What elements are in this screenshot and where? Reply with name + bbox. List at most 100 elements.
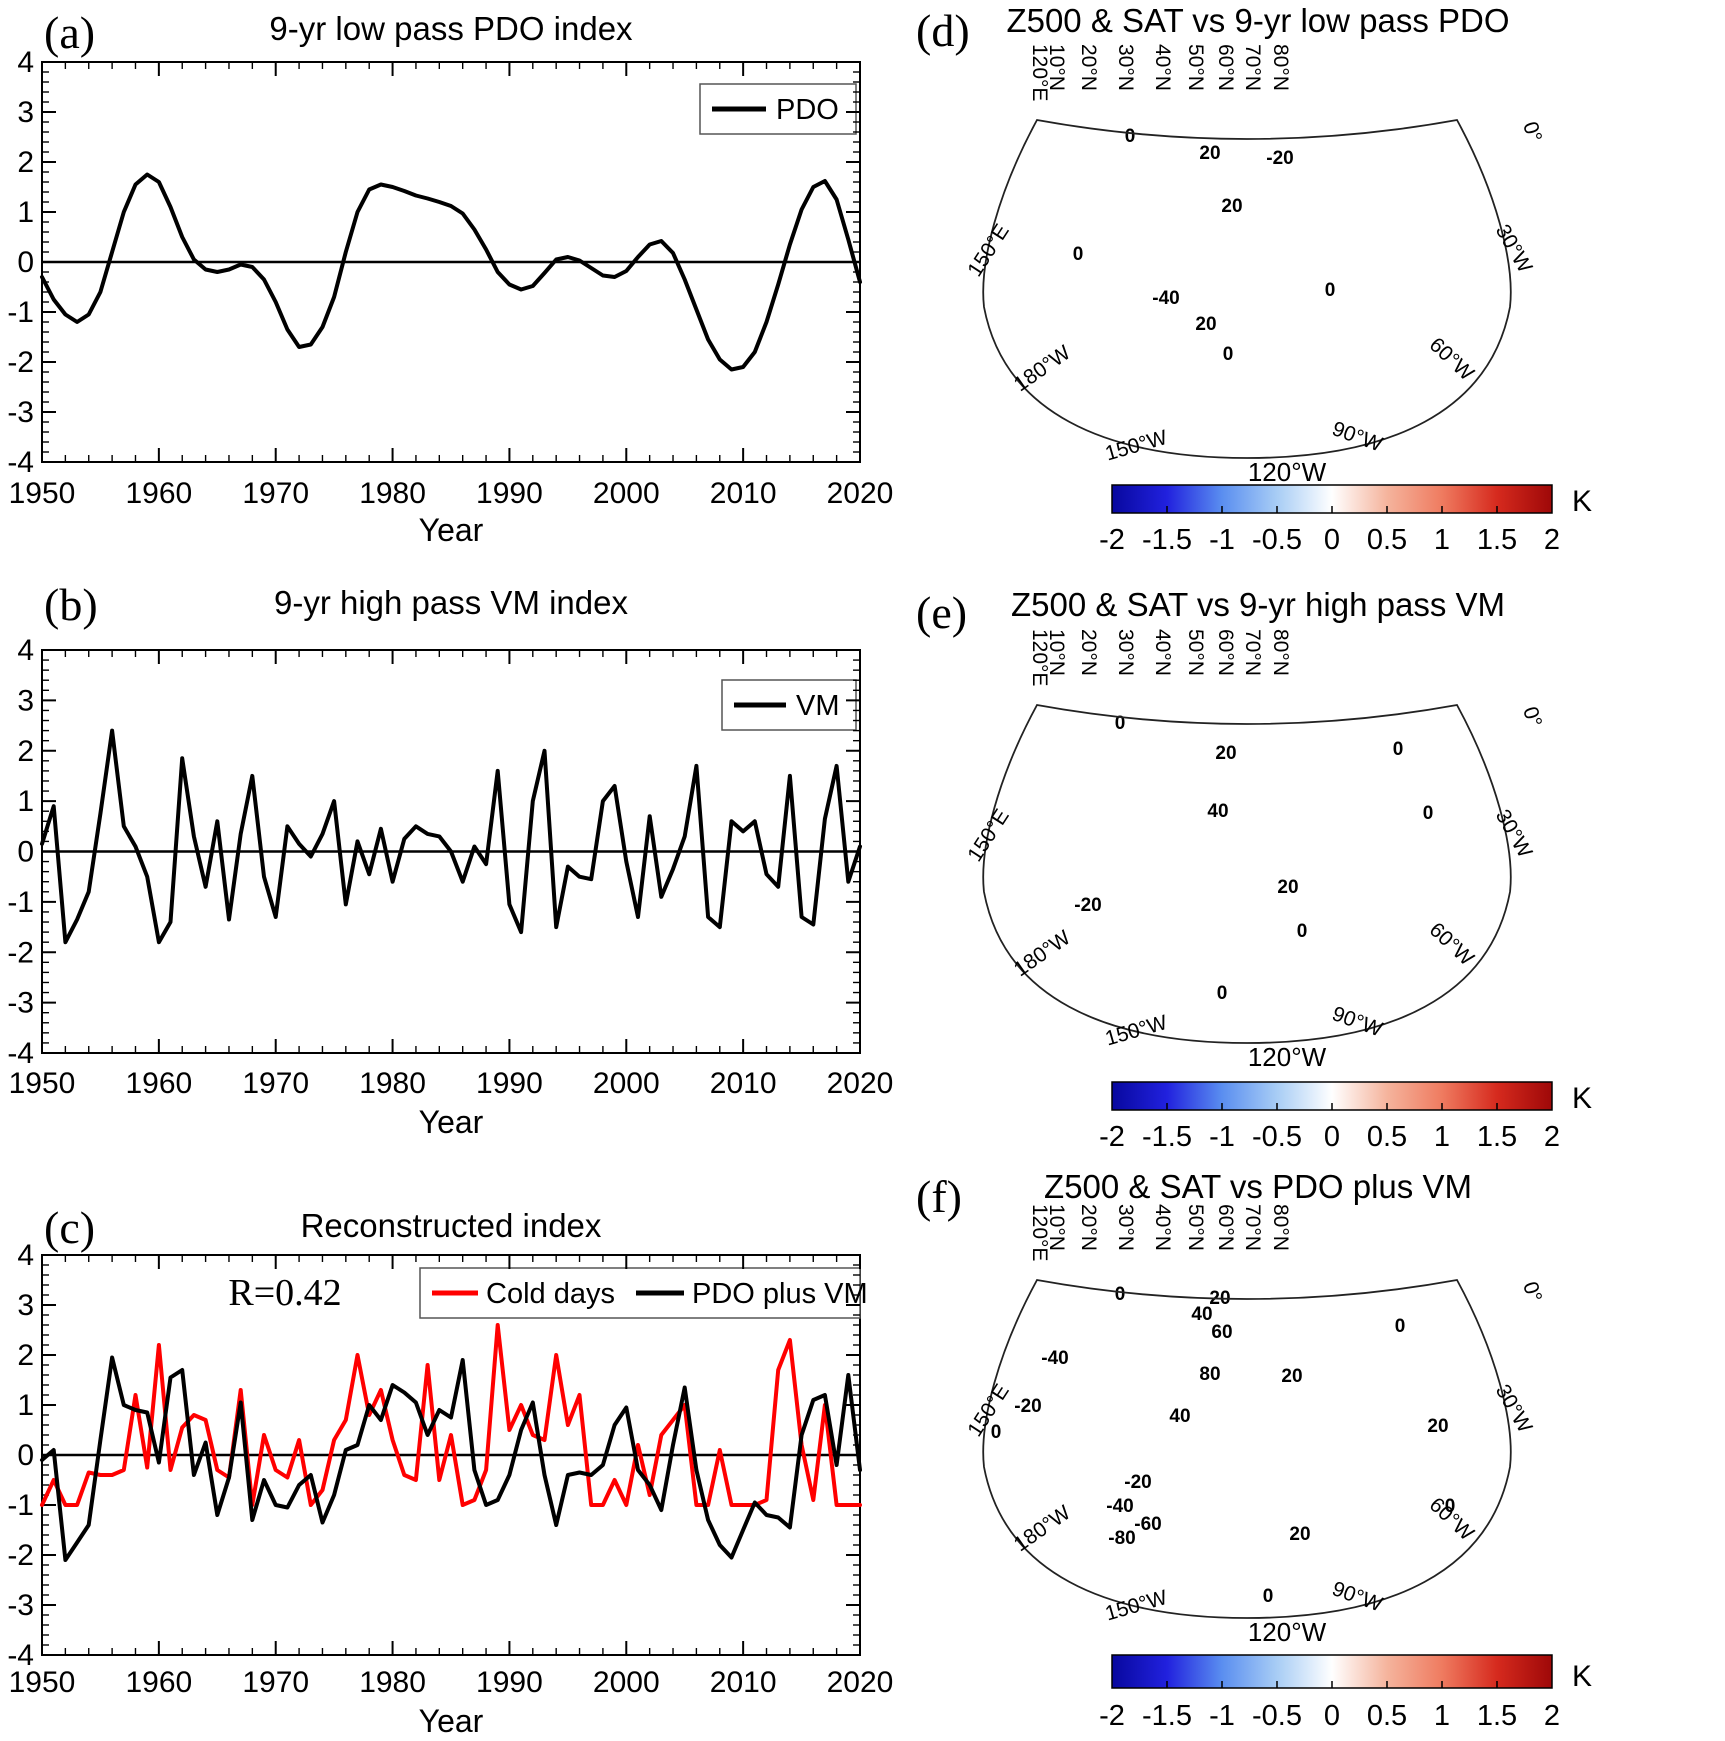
svg-text:120°W: 120°W [1248,1042,1327,1072]
svg-text:2000: 2000 [593,1067,660,1100]
svg-text:-4: -4 [7,446,34,479]
svg-text:20: 20 [1215,743,1236,764]
panel-e-colorbar: -2 -1.5 -1 -0.5 0 0.5 1 1.5 2 [1099,1081,1560,1153]
svg-text:-20: -20 [1266,148,1293,169]
svg-text:-1.5: -1.5 [1142,524,1192,556]
svg-text:-1: -1 [7,296,34,329]
svg-text:1970: 1970 [242,477,309,510]
panel-f-colorbar: -2 -1.5 -1 -0.5 0 0.5 1 1.5 2 [1099,1654,1560,1732]
svg-text:2010: 2010 [710,1666,777,1699]
svg-text:-80: -80 [1108,1528,1135,1549]
svg-text:1960: 1960 [125,1067,192,1100]
map-d-latitude-labels: 120°E10°N 20°N 30°N 40°N 50°N 60°N 70°N 80°N [1028,44,1292,101]
svg-text:-20: -20 [1124,1472,1151,1493]
map-f-latitude-labels: 120°E10°N 20°N 30°N 40°N 50°N 60°N 70°N 80°N [1028,1204,1292,1261]
panel-a-letter: (a) [44,7,95,58]
svg-text:0°: 0° [1518,119,1546,145]
map-d: 0 20 -20 20 -40 20 0 0 0 120°E10°N 20°N 30°N 40°N 50°… [963,44,1546,487]
panel-d-header: (d) Z500 & SAT vs 9-yr low pass PDO K [916,2,1592,518]
panel-c-ticks [41,1254,861,1656]
panel-c-letter: (c) [44,1202,95,1253]
svg-text:40: 40 [1169,1406,1190,1427]
svg-text:1.5: 1.5 [1477,1700,1517,1732]
svg-text:80°N: 80°N [1269,44,1292,91]
svg-text:2: 2 [17,1339,34,1372]
map-e-background [983,705,1511,1043]
svg-text:-3: -3 [7,396,34,429]
panel-a-y-tick-labels: -4 -3 -2 -1 0 1 2 3 4 [7,46,34,479]
svg-text:0: 0 [1324,524,1340,556]
svg-text:-2: -2 [7,1539,34,1572]
svg-text:-60: -60 [1134,1514,1161,1535]
svg-text:4: 4 [17,1239,34,1272]
panel-c-xlabel: Year [419,1703,484,1739]
svg-text:0.5: 0.5 [1367,524,1407,556]
svg-text:4: 4 [17,634,34,667]
panel-f-letter: (f) [916,1171,962,1222]
svg-text:50°N: 50°N [1184,629,1207,676]
panel-c-legend: Cold days PDO plus VM [419,1267,868,1319]
svg-text:120°E: 120°E [1028,1204,1051,1261]
panel-b-xlabel: Year [419,1104,484,1140]
panel-a-xlabel: Year [419,512,484,548]
svg-text:70°N: 70°N [1241,44,1264,91]
svg-text:3: 3 [17,1289,34,1322]
svg-text:0: 0 [1445,1496,1456,1517]
svg-text:1980: 1980 [359,477,426,510]
panel-b-legend: VM [721,679,857,731]
svg-text:2: 2 [1544,524,1560,556]
panel-a: (a) 9-yr low pass PDO index Year PDO [41,7,861,548]
panel-c-correlation-annotation: R=0.42 [228,1272,341,1314]
svg-text:1.5: 1.5 [1477,524,1517,556]
svg-text:-3: -3 [7,1589,34,1622]
svg-text:0: 0 [1324,1700,1340,1732]
panel-a-title: 9-yr low pass PDO index [269,10,633,47]
svg-text:0: 0 [1324,1121,1340,1153]
svg-text:1970: 1970 [242,1666,309,1699]
svg-text:2010: 2010 [710,477,777,510]
svg-text:20: 20 [1277,877,1298,898]
svg-text:1950: 1950 [9,477,76,510]
panel-e-letter: (e) [916,587,967,638]
svg-text:1960: 1960 [125,477,192,510]
svg-text:120°E: 120°E [1028,629,1051,686]
panel-c-legend-label-cold-days: Cold days [486,1278,615,1310]
svg-text:-1: -1 [1209,524,1235,556]
svg-text:1980: 1980 [359,1067,426,1100]
svg-text:0°: 0° [1518,704,1546,730]
svg-text:-4: -4 [7,1037,34,1070]
svg-text:120°W: 120°W [1248,1617,1327,1647]
svg-text:20: 20 [1427,1416,1448,1437]
svg-text:80: 80 [1199,1364,1220,1385]
map-d-background [983,120,1511,458]
panel-b-plot: 1950 1960 1970 1980 1990 2000 2010 2020 -4 -3 -2 -1… [7,634,893,1100]
svg-text:-40: -40 [1106,1496,1133,1517]
svg-text:0: 0 [17,836,34,869]
panel-c-y-tick-labels: -4 -3 -2 -1 0 1 2 3 4 [7,1239,34,1672]
svg-text:4: 4 [17,46,34,79]
svg-text:0: 0 [1125,126,1136,147]
panel-f-header: (f) Z500 & SAT vs PDO plus VM K [916,1168,1592,1693]
svg-text:1: 1 [17,196,34,229]
panel-d-colorbar-unit: K [1572,485,1592,518]
svg-text:0: 0 [991,1422,1002,1443]
svg-text:70°N: 70°N [1241,1204,1264,1251]
panel-c-title: Reconstructed index [301,1207,602,1244]
svg-text:-40: -40 [1152,288,1179,309]
svg-text:20: 20 [1221,196,1242,217]
svg-text:70°N: 70°N [1241,629,1264,676]
svg-text:10°N: 10°N [1045,44,1068,91]
panel-d-letter: (d) [916,5,970,56]
svg-text:20°N: 20°N [1077,44,1100,91]
svg-text:0: 0 [1115,1284,1126,1305]
panel-b-ticks [41,649,861,1054]
svg-text:2: 2 [17,146,34,179]
svg-text:-1: -1 [1209,1121,1235,1153]
panel-b: (b) 9-yr high pass VM index Year VM [41,579,861,1140]
svg-text:0: 0 [1423,803,1434,824]
panel-c: (c) Reconstructed index R=0.42 Year Cold… [41,1202,868,1739]
svg-text:1: 1 [1434,1700,1450,1732]
panel-b-y-tick-labels: -4 -3 -2 -1 0 1 2 3 4 [7,634,34,1070]
